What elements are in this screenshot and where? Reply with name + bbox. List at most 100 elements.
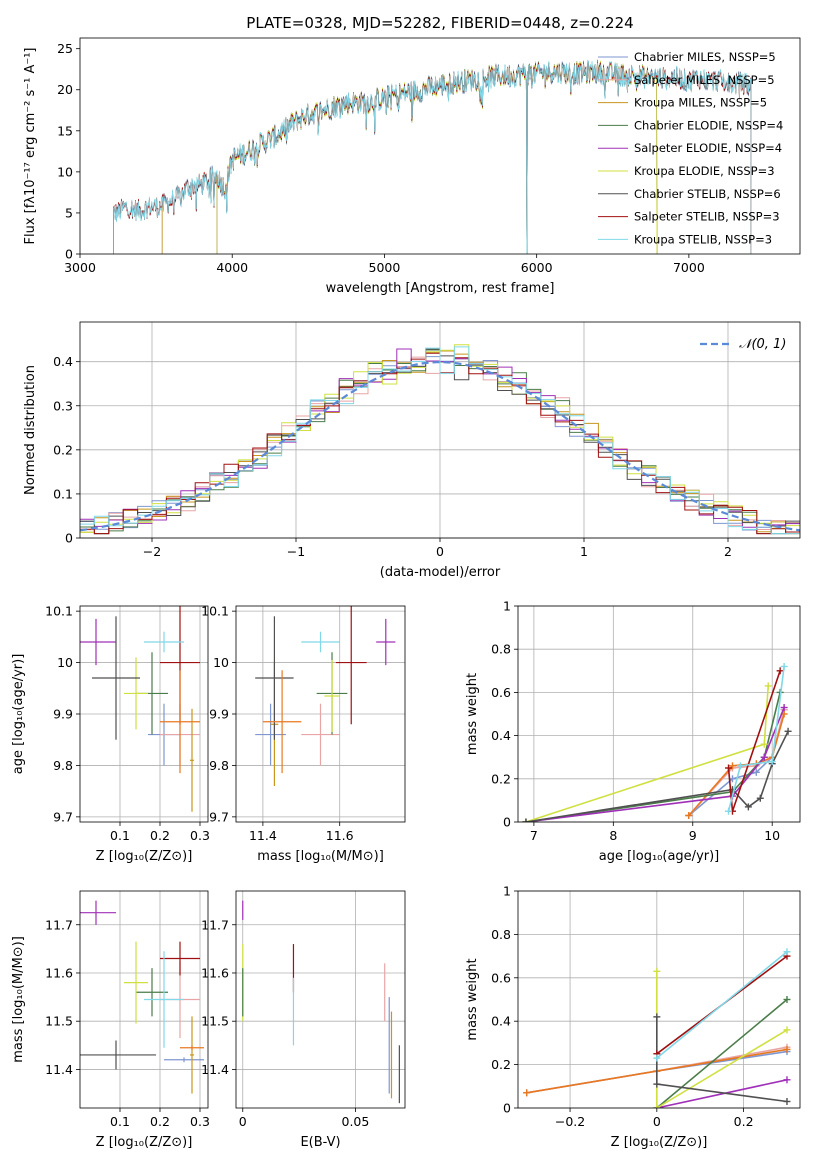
legend-entry: Kroupa MILES, NSSP=5 [634, 96, 767, 110]
age-vs-Z-ylabel: age [log₁₀(age/yr)] [11, 654, 26, 775]
age-vs-Z-xtick-label: 0.2 [150, 828, 170, 843]
weight-vs-Z-plus-marker [783, 996, 791, 1003]
weight-vs-Z-series-line [656, 998, 788, 1108]
mass-vs-Z-ytick-label: 11.5 [45, 1014, 73, 1029]
mass-vs-Z-ytick-label: 11.7 [45, 917, 73, 932]
mass-vs-Z-errorbar-point [164, 1057, 204, 1063]
weight-vs-Z-plus-marker [783, 1026, 791, 1034]
weight-vs-Z-ytick-label: 0.6 [491, 970, 511, 985]
spectrum-axes: 3000 4000 5000 6000 7000 0 5 10 15 20 25 wavelength… [23, 37, 801, 296]
mass-vs-Z-ylabel: mass [log₁₀(M/M⊙)] [11, 936, 26, 1063]
weight-vs-Z-plus-marker [653, 1104, 661, 1108]
weight-vs-age-xtick-label: 9 [689, 828, 697, 843]
weight-vs-Z-frame [517, 890, 801, 1109]
age-vs-Z-errorbar-point [144, 631, 184, 653]
age-vs-Z-ytick-label: 10 [57, 655, 73, 670]
mass-vs-ebv-axes: 0 0.05 11.4 11.5 11.6 11.7 E(B-V) [201, 890, 406, 1150]
spectrum-legend: Chabrier MILES, NSSP=5 Salpeter MILES, NS… [598, 50, 783, 246]
age-vs-Z-ytick-label: 9.8 [53, 758, 73, 773]
residuals-ytick-label: 0 [65, 531, 73, 546]
spectrum-xtick-label: 4000 [216, 260, 248, 275]
residuals-axes: −2 −1 0 1 2 0 0.1 0.2 0.3 0.4 (data-model)/error No… [23, 321, 801, 580]
mass-vs-ebv-xtick-label: 0 [239, 1114, 247, 1129]
residuals-ylabel: Normed distribution [23, 365, 38, 495]
weight-vs-Z-plus-marker [783, 948, 791, 956]
spectrum-ytick-label: 5 [65, 205, 73, 220]
age-vs-mass-xlabel: mass [log₁₀(M/M⊙)] [257, 849, 384, 864]
mass-vs-Z-errorbar-point [80, 1040, 156, 1070]
mass-vs-Z-xlabel: Z [log₁₀(Z/Z⊙)] [96, 1135, 193, 1150]
weight-vs-age-ytick-label: 1 [503, 599, 511, 614]
legend-entry: Salpeter ELODIE, NSSP=4 [634, 141, 782, 155]
mass-vs-ebv-plot-area [242, 900, 400, 1104]
age-vs-Z-errorbar-point [124, 657, 148, 730]
weight-vs-age-ylabel: mass weight [465, 673, 480, 755]
age-vs-Z-xlabel: Z [log₁₀(Z/Z⊙)] [96, 849, 193, 864]
legend-entry: Kroupa ELODIE, NSSP=3 [634, 164, 775, 178]
spectrum-xtick-label: 5000 [369, 260, 401, 275]
age-vs-Z-xtick-label: 0.1 [110, 828, 130, 843]
age-vs-Z-plot-area [80, 606, 200, 812]
mass-vs-Z-errorbar-point [190, 1016, 194, 1094]
age-vs-Z-ytick-label: 9.9 [53, 707, 73, 722]
mass-vs-ebv-ytick-label: 11.7 [201, 917, 229, 932]
mass-vs-Z-errorbar-point [160, 941, 200, 976]
spectrum-plot-area [113, 59, 752, 254]
weight-vs-age-plus-marker [522, 818, 530, 822]
age-vs-mass-errorbar-point [301, 631, 340, 653]
spectrum-xlabel: wavelength [Angstrom, rest frame] [326, 281, 555, 296]
weight-vs-age-xtick-label: 7 [530, 828, 538, 843]
weight-vs-Z-series-line [656, 951, 788, 1059]
weight-vs-Z-plus-marker [653, 1080, 661, 1088]
age-vs-mass-ytick-label: 9.7 [209, 809, 229, 824]
age-vs-mass-errorbar-point [255, 616, 294, 740]
weight-vs-age-axes: 7 8 9 10 0 0.2 0.4 0.6 0.8 1 age [log₁₀(age/yr)] ma… [465, 599, 801, 864]
weight-vs-age-xtick-label: 10 [764, 828, 780, 843]
weight-vs-age-ytick-label: 0.8 [491, 642, 511, 657]
legend-entry: Chabrier STELIB, NSSP=6 [634, 187, 781, 201]
weight-vs-age-plus-marker [744, 803, 752, 811]
residuals-plot-area [80, 344, 800, 535]
weight-vs-Z-ytick-label: 0.8 [491, 927, 511, 942]
residuals-xlabel: (data-model)/error [380, 565, 501, 580]
age-vs-Z-errorbar-point [160, 670, 200, 774]
weight-vs-Z-plus-marker [653, 967, 661, 975]
weight-vs-age-series-line [525, 730, 789, 822]
age-vs-mass-ytick-label: 9.9 [209, 707, 229, 722]
weight-vs-age-plus-marker [756, 794, 764, 802]
mass-vs-Z-ytick-label: 11.4 [45, 1062, 73, 1077]
weight-vs-Z-plot-area [523, 948, 791, 1108]
weight-vs-age-plus-marker [768, 758, 776, 766]
age-vs-Z-xtick-label: 0.3 [190, 828, 210, 843]
residuals-xtick-label: −2 [143, 544, 161, 559]
weight-vs-age-plus-marker [752, 768, 760, 776]
mass-vs-Z-plot-area [80, 900, 204, 1094]
mass-vs-Z-ytick-label: 11.6 [45, 965, 73, 980]
weight-vs-Z-plus-marker [523, 1089, 531, 1097]
residuals-xtick-label: −1 [287, 544, 305, 559]
spectrum-ytick-label: 10 [57, 164, 73, 179]
age-vs-mass-ytick-label: 10.1 [201, 604, 229, 619]
residuals-xtick-label: 2 [724, 544, 732, 559]
age-vs-mass-errorbar-point [255, 703, 286, 766]
legend-entry: Chabrier MILES, NSSP=5 [634, 50, 776, 64]
age-vs-Z-axes: 0.1 0.2 0.3 9.7 9.8 9.9 10 10.1 Z [log₁₀(Z/Z⊙)] a… [11, 604, 210, 864]
residuals-ytick-label: 0.4 [53, 354, 73, 369]
residuals-ytick-label: 0.2 [53, 442, 73, 457]
weight-vs-age-ytick-label: 0.2 [491, 771, 511, 786]
weight-vs-Z-xtick-label: 0.2 [734, 1114, 754, 1129]
spectrum-ytick-label: 20 [57, 82, 73, 97]
age-vs-Z-errorbar-point [80, 618, 116, 666]
mass-vs-Z-xtick-label: 0.3 [190, 1114, 210, 1129]
weight-vs-age-ytick-label: 0.4 [491, 728, 511, 743]
spectrum-frame [79, 37, 801, 255]
figure-title: PLATE=0328, MJD=52282, FIBERID=0448, z=0… [246, 14, 633, 32]
age-vs-mass-xtick-label: 11.6 [326, 828, 354, 843]
weight-vs-age-series-line [525, 707, 785, 822]
mass-vs-ebv-ytick-label: 11.5 [201, 1014, 229, 1029]
weight-vs-Z-ytick-label: 0.2 [491, 1057, 511, 1072]
age-vs-mass-axes: 11.4 11.6 9.7 9.8 9.9 10 10.1 mass [log₁₀(M/M⊙)… [201, 604, 406, 864]
weight-vs-age-plus-marker [736, 762, 744, 770]
mass-vs-ebv-ytick-label: 11.4 [201, 1062, 229, 1077]
